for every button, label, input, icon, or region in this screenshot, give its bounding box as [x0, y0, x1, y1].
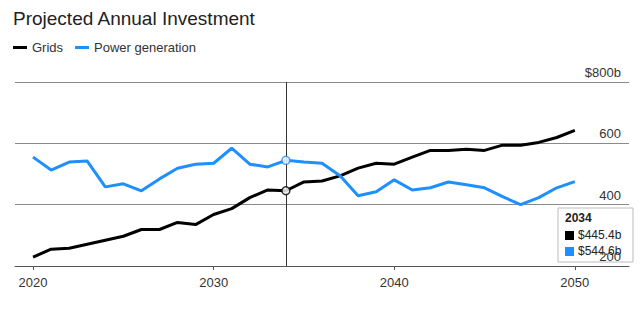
svg-text:$800b: $800b — [585, 65, 621, 80]
svg-text:Projected Annual Investment: Projected Annual Investment — [13, 8, 256, 29]
svg-text:Power generation: Power generation — [94, 40, 196, 55]
svg-text:2050: 2050 — [560, 275, 589, 290]
svg-text:2030: 2030 — [199, 275, 228, 290]
svg-text:600: 600 — [599, 126, 621, 141]
svg-text:2020: 2020 — [19, 275, 48, 290]
svg-text:400: 400 — [599, 188, 621, 203]
svg-text:2040: 2040 — [380, 275, 409, 290]
svg-text:$445.4b: $445.4b — [578, 228, 622, 242]
svg-text:200: 200 — [599, 249, 621, 264]
svg-text:2034: 2034 — [565, 211, 592, 225]
svg-text:Grids: Grids — [32, 40, 64, 55]
